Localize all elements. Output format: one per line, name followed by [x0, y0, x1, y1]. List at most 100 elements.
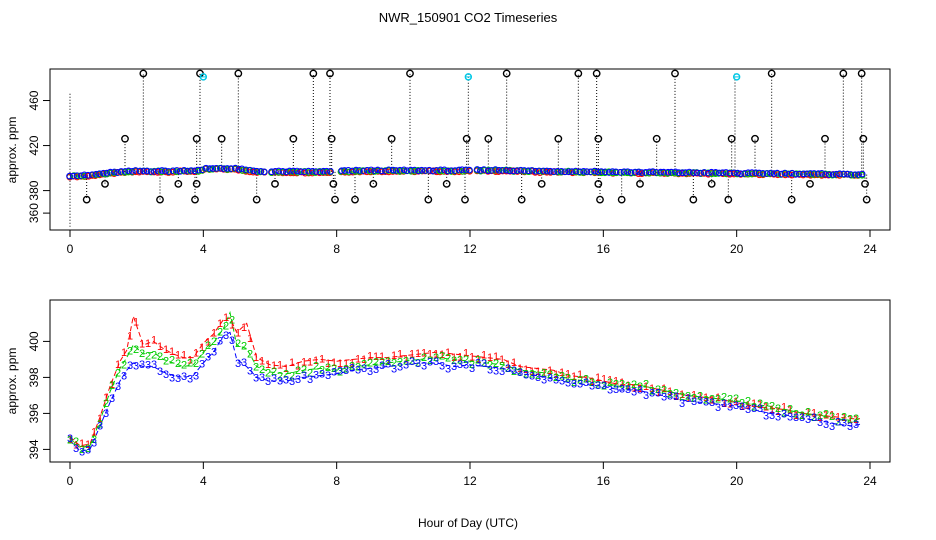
series-1-point: 1: [139, 339, 145, 351]
series-1-point: 1: [823, 410, 829, 422]
baseline-point: [788, 169, 796, 177]
series-1-point: 1: [475, 354, 481, 366]
baseline-point: [363, 167, 371, 174]
series-3-point: 3: [517, 367, 523, 379]
series-2-point: 2: [115, 368, 121, 380]
series-1-point: 1: [361, 354, 367, 366]
series-2-point: 2: [439, 351, 445, 363]
series-3-point: 3: [361, 363, 367, 375]
series-2-point: 2: [835, 416, 841, 428]
flagged-point: [461, 195, 469, 204]
series-3-point: 3: [487, 364, 493, 376]
series-3-point: 3: [265, 376, 271, 388]
baseline-point: [803, 170, 811, 178]
series-1-point: 1: [259, 355, 265, 367]
flagged-point: [217, 134, 226, 143]
flagged-point: [442, 179, 451, 188]
baseline-point: [206, 165, 214, 172]
series-1-point: 1: [385, 355, 391, 367]
series-2-point: 2: [433, 352, 439, 364]
series-1-point: 1: [499, 354, 505, 366]
baseline-point: [667, 168, 675, 176]
series-1-point: 1: [379, 351, 385, 363]
series-1-point: 1: [253, 352, 259, 364]
baseline-point: [810, 170, 818, 177]
series-1-point: 1: [337, 358, 343, 370]
series-1-point: 1: [223, 312, 229, 324]
series-3-point: 3: [169, 372, 175, 384]
series-2-point: 2: [607, 377, 613, 389]
series-3-point: 3: [787, 411, 793, 423]
series-2-point: 2: [649, 386, 655, 398]
series-1-point: 1: [157, 341, 163, 353]
baseline-point: [360, 167, 368, 175]
series-1-point: 1: [601, 374, 607, 386]
baseline-point: [107, 168, 114, 176]
series-3-point: 3: [547, 372, 553, 384]
flagged-point: [289, 134, 298, 143]
baseline-point: [227, 165, 235, 172]
baseline-point: [327, 168, 334, 175]
series-2-point: 2: [367, 358, 373, 370]
series-2-point: 2: [217, 327, 223, 339]
series-3-point: 3: [109, 393, 115, 405]
series-2-point: 2: [709, 394, 715, 406]
flagged-point: [271, 179, 279, 188]
series-3-point: 3: [283, 375, 289, 387]
flagged-point: [617, 195, 626, 204]
baseline-point: [591, 167, 598, 175]
series-1-point: 1: [217, 318, 223, 330]
series-1-point: 1: [319, 354, 325, 366]
series-1-point: 1: [121, 347, 127, 359]
series-3-point: 3: [349, 363, 355, 375]
baseline-point: [781, 169, 789, 177]
series-3-point: 3: [643, 390, 649, 402]
series-2-point: 2: [319, 365, 325, 377]
baseline-point: [568, 168, 576, 175]
series-3-point: 3: [277, 375, 283, 387]
flagged-point: [502, 69, 511, 78]
baseline-point: [822, 171, 829, 178]
baseline-point: [429, 167, 437, 175]
baseline-point: [832, 170, 840, 178]
baseline-point: [612, 168, 620, 176]
baseline-point: [462, 166, 470, 174]
baseline-point: [290, 167, 297, 175]
series-3-point: 3: [727, 401, 733, 413]
series-1-point: 1: [451, 352, 457, 364]
baseline-point: [763, 170, 771, 178]
flagged-point: [101, 179, 109, 188]
series-1-point: 1: [649, 383, 655, 395]
series-3-point: 3: [523, 370, 529, 382]
series-1-point: 1: [781, 402, 787, 414]
series-3-point: 3: [145, 359, 151, 371]
baseline-point: [198, 166, 206, 174]
series-1-point: 1: [835, 411, 841, 423]
series-3-point: 3: [127, 360, 133, 372]
series-2-point: 2: [169, 354, 175, 366]
baseline-point: [132, 167, 139, 174]
baseline-point: [646, 168, 653, 176]
series-1-point: 1: [811, 407, 817, 419]
series-1-point: 1: [805, 407, 811, 419]
series-1-point: 1: [793, 410, 799, 422]
baseline-point: [601, 168, 609, 176]
series-3-point: 3: [67, 433, 73, 445]
series-2-point: 2: [229, 315, 235, 327]
baseline-point: [528, 167, 536, 174]
series-2-point: 2: [505, 363, 511, 375]
series-2-point: 2: [427, 355, 433, 367]
baseline-point: [675, 169, 683, 176]
series-1-point: 1: [439, 349, 445, 361]
flagged-point: [252, 195, 261, 204]
baseline-point: [316, 168, 324, 176]
series-1-point: 1: [307, 356, 313, 368]
baseline-point: [800, 170, 807, 178]
top-x-tick-label: 12: [463, 242, 477, 256]
baseline-point: [320, 167, 327, 175]
series-1-point: 1: [535, 366, 541, 378]
baseline-point: [715, 169, 723, 177]
series-3-point: 3: [91, 438, 97, 450]
series-1-point: 1: [667, 386, 673, 398]
